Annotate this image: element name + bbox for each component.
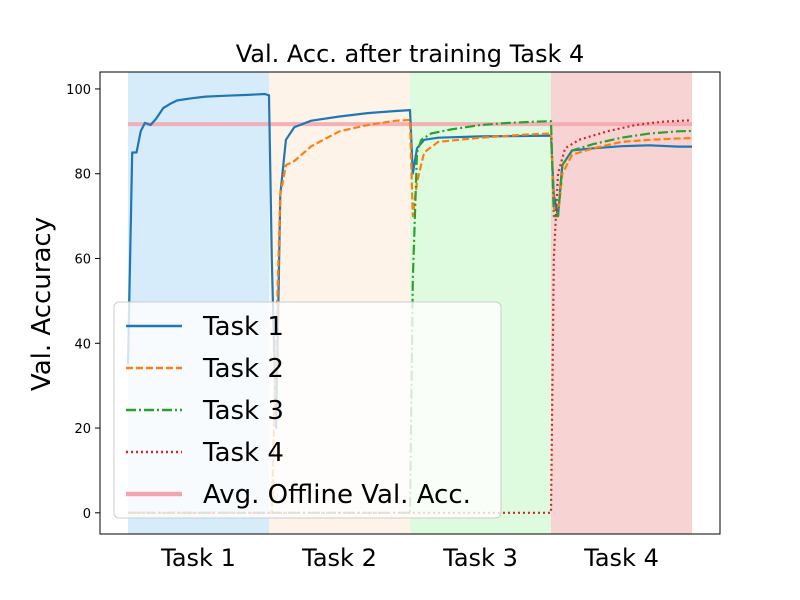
series-line-task-4 (128, 119, 693, 514)
y-axis-label: Val. Accuracy (27, 217, 57, 391)
y-tick-label: 40 (74, 337, 91, 352)
task-label-2: Task 2 (301, 544, 377, 572)
legend-label-1: Task 1 (202, 312, 284, 342)
legend: Task 1 Task 2 Task 3 Task 4 Avg. Offline Val… (113, 301, 502, 519)
task-label-4: Task 4 (583, 544, 659, 572)
task-labels: Task 1 Task 2 Task 3 Task 4 (160, 544, 659, 572)
y-tick-label: 60 (74, 252, 91, 267)
chart-title: Val. Acc. after training Task 4 (236, 40, 585, 68)
legend-label-5: Avg. Offline Val. Acc. (203, 480, 471, 510)
series-line-task-3 (128, 120, 693, 514)
task-label-3: Task 3 (442, 544, 518, 572)
y-tick-label: 80 (74, 168, 91, 183)
legend-label-2: Task 2 (202, 354, 284, 384)
y-tick-label: 20 (74, 422, 91, 437)
axes-frame (99, 71, 721, 535)
legend-label-3: Task 3 (202, 396, 284, 426)
legend-box (113, 301, 502, 519)
legend-label-4: Task 4 (202, 438, 284, 468)
series-line-task-2 (128, 118, 693, 514)
task-label-1: Task 1 (160, 544, 236, 572)
task-region-4 (551, 72, 692, 534)
y-ticks: 0 20 40 60 80 100 (66, 83, 100, 522)
series-lines (126, 92, 693, 514)
y-tick-label: 100 (66, 83, 91, 98)
y-tick-label: 0 (83, 507, 91, 522)
